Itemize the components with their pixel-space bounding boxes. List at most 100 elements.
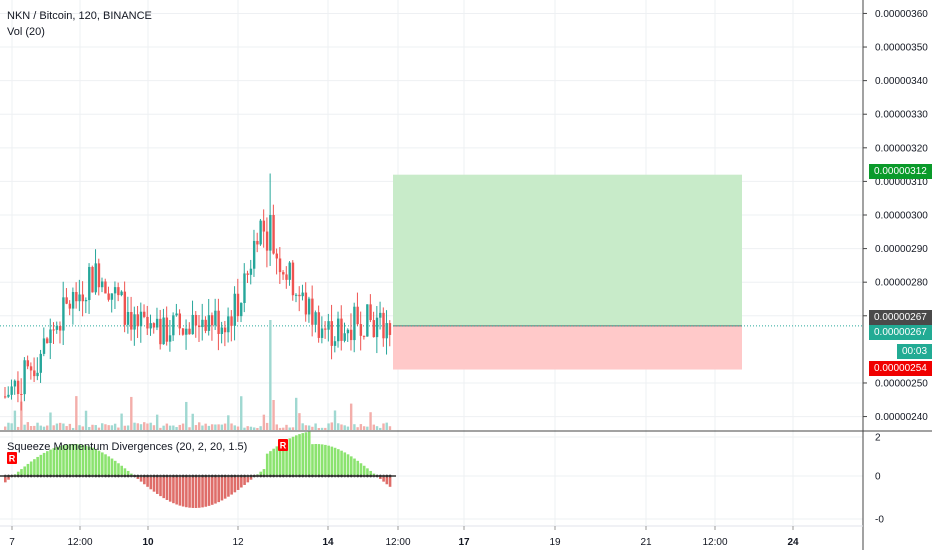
volume-bar	[243, 427, 246, 430]
indicator-tick-label: -0	[875, 515, 884, 526]
volume-bar	[320, 427, 324, 430]
symbol-title[interactable]: NKN / Bitcoin, 120, BINANCE	[7, 10, 152, 22]
candle-body	[227, 316, 230, 333]
volume-bars	[4, 320, 392, 430]
momentum-bar	[94, 449, 98, 476]
candle-body	[75, 292, 78, 302]
momentum-bar	[42, 452, 46, 476]
volume-bar	[369, 412, 372, 430]
momentum-bar	[317, 444, 321, 476]
indicator-legend[interactable]: Squeeze Momentum Divergences (20, 2, 20,…	[7, 441, 248, 453]
candle-body	[252, 240, 256, 269]
volume-bar	[152, 425, 156, 430]
volume-bar	[91, 424, 94, 430]
volume-bar	[143, 422, 146, 430]
momentum-bar	[201, 476, 204, 508]
momentum-bar	[265, 453, 269, 476]
candle-body	[356, 306, 359, 325]
volume-bar	[382, 423, 385, 430]
candle-body	[301, 292, 304, 297]
volume-bar	[42, 426, 46, 430]
candle-body	[246, 273, 249, 275]
candle-body	[155, 318, 159, 328]
candle-body	[181, 328, 185, 335]
volume-bar	[379, 427, 382, 430]
price-tick-label: 0.00000340	[875, 76, 928, 87]
volume-bar	[117, 427, 120, 430]
candle-body	[295, 294, 298, 296]
candle-body	[249, 268, 253, 275]
divergence-marker-label: R	[9, 454, 16, 464]
candle-body	[65, 297, 68, 304]
momentum-bar	[91, 447, 94, 476]
time-tick-label: 12:00	[385, 537, 410, 548]
volume-bar	[20, 401, 23, 430]
momentum-bar	[385, 476, 389, 485]
candle-body	[159, 318, 162, 345]
momentum-bar	[349, 456, 353, 476]
volume-bar	[159, 427, 162, 430]
volume-bar	[324, 427, 327, 430]
volume-bar	[139, 424, 143, 430]
volume-bar	[259, 426, 262, 430]
momentum-bar	[275, 446, 279, 476]
time-tick-label: 24	[787, 537, 799, 548]
time-axis[interactable]: 7 12:00 10 12 14 12:00 17 19 21 12:00 24	[9, 526, 799, 548]
candle-body	[272, 215, 275, 254]
volume-bar	[191, 413, 194, 430]
time-tick-label: 21	[640, 537, 652, 548]
volume-bar	[49, 412, 52, 430]
candle-body	[320, 328, 324, 338]
candle-body	[162, 317, 165, 345]
indicator-axis[interactable]: 2 0 -0	[875, 433, 884, 526]
momentum-bar	[243, 476, 246, 485]
divergence-marker	[7, 452, 17, 464]
volume-bar	[372, 424, 375, 430]
momentum-bar	[52, 448, 56, 476]
candle-body	[282, 272, 285, 275]
time-tick-label: 12:00	[702, 537, 727, 548]
momentum-bar	[146, 476, 149, 487]
volume-bar	[307, 425, 311, 430]
momentum-bar	[343, 452, 347, 476]
candle-body	[110, 293, 114, 300]
candle-body	[81, 294, 84, 302]
candle-body	[214, 310, 217, 326]
volume-bar	[236, 426, 240, 430]
momentum-bar	[359, 463, 363, 476]
volume-bar	[168, 425, 172, 430]
volume-bar	[252, 427, 256, 430]
time-tick-label: 7	[9, 537, 15, 548]
volume-bar	[340, 424, 343, 430]
divergence-markers: RR	[7, 439, 288, 464]
momentum-bar	[388, 476, 392, 487]
loss-zone[interactable]	[393, 325, 742, 370]
candle-body	[149, 323, 152, 329]
momentum-bar	[230, 476, 233, 495]
candle-body	[207, 315, 211, 331]
candle-body	[388, 323, 392, 335]
volume-legend[interactable]: Vol (20)	[7, 26, 45, 38]
momentum-bar	[46, 451, 49, 476]
candle-body	[185, 328, 188, 335]
volume-bar	[133, 422, 136, 430]
profit-zone[interactable]	[393, 174, 742, 326]
candle-body	[39, 353, 42, 373]
volume-bar	[149, 422, 152, 430]
momentum-bar	[207, 476, 211, 506]
candle-body	[369, 304, 372, 321]
candle-body	[62, 297, 65, 331]
candle-body	[178, 313, 181, 329]
volume-bar	[201, 425, 204, 430]
momentum-bar	[327, 445, 330, 476]
momentum-bar	[36, 456, 39, 476]
candle-body	[346, 329, 350, 334]
volume-bar	[198, 422, 201, 430]
volume-bar	[75, 396, 78, 430]
candle-body	[107, 293, 110, 300]
candle-body	[298, 294, 301, 297]
momentum-bar	[362, 465, 366, 476]
volume-bar	[223, 423, 227, 430]
entry-price-tag: 0.00000267	[869, 310, 932, 325]
